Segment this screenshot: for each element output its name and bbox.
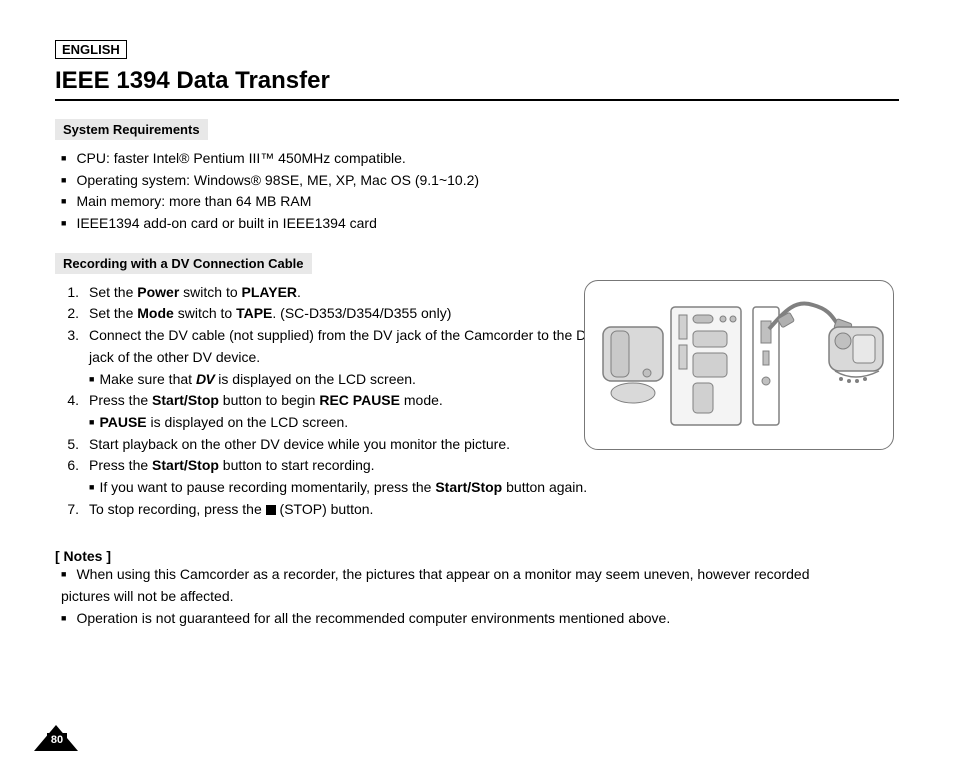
step-sub: If you want to pause recording momentari… (89, 477, 615, 499)
step-text: Set the Mode switch to TAPE. (SC-D353/D3… (89, 303, 615, 325)
list-item: Operation is not guaranteed for all the … (61, 608, 855, 630)
sysreq-list: CPU: faster Intel® Pentium III™ 450MHz c… (55, 148, 899, 235)
page-title: IEEE 1394 Data Transfer (55, 67, 899, 101)
language-box: ENGLISH (55, 40, 127, 59)
step-text: Press the Start/Stop button to start rec… (89, 455, 615, 498)
notes-list: When using this Camcorder as a recorder,… (55, 564, 855, 629)
page-number-badge: 80 (34, 725, 78, 751)
illustration-svg (585, 281, 895, 451)
step-number: 1. (61, 282, 79, 304)
connection-illustration (584, 280, 894, 450)
step-item: 3.Connect the DV cable (not supplied) fr… (61, 325, 615, 390)
step-text: Connect the DV cable (not supplied) from… (89, 325, 615, 390)
record-steps: 1. Set the Power switch to PLAYER. 2. Set t… (55, 282, 615, 521)
step-number: 7. (61, 499, 79, 521)
step-number: 4. (61, 390, 79, 433)
list-item: When using this Camcorder as a recorder,… (61, 564, 855, 607)
step-item: 2. Set the Mode switch to TAPE. (SC-D353/… (61, 303, 615, 325)
step-text: Start playback on the other DV device wh… (89, 434, 615, 456)
step-text: Press the Start/Stop button to begin REC… (89, 390, 615, 433)
step-sub: Make sure that DV is displayed on the LC… (89, 369, 615, 391)
step-number: 2. (61, 303, 79, 325)
step-item: 6.Press the Start/Stop button to start r… (61, 455, 615, 498)
list-item: Operating system: Windows® 98SE, ME, XP,… (61, 170, 899, 192)
list-item: IEEE1394 add-on card or built in IEEE139… (61, 213, 899, 235)
notes-heading: [ Notes ] (55, 548, 899, 564)
step-item: 4.Press the Start/Stop button to begin R… (61, 390, 615, 433)
list-item: Main memory: more than 64 MB RAM (61, 191, 899, 213)
step-item: 7. To stop recording, press the (STOP) bu… (61, 499, 615, 521)
section-record-label: Recording with a DV Connection Cable (55, 253, 312, 274)
step-item: 1. Set the Power switch to PLAYER. (61, 282, 615, 304)
step-item: 5. Start playback on the other DV device … (61, 434, 615, 456)
page-number: 80 (47, 733, 67, 749)
step-text: Set the Power switch to PLAYER. (89, 282, 615, 304)
list-item: CPU: faster Intel® Pentium III™ 450MHz c… (61, 148, 899, 170)
step-number: 3. (61, 325, 79, 390)
step-text: To stop recording, press the (STOP) butt… (89, 499, 615, 521)
step-number: 5. (61, 434, 79, 456)
step-sub: PAUSE is displayed on the LCD screen. (89, 412, 615, 434)
section-sysreq-label: System Requirements (55, 119, 208, 140)
step-number: 6. (61, 455, 79, 498)
